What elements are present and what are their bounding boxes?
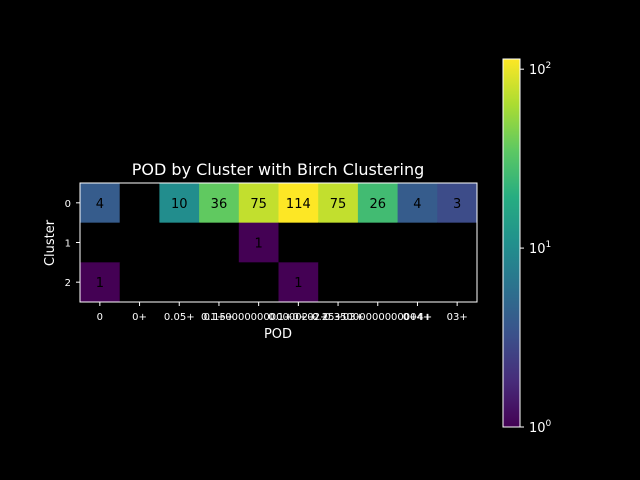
heatmap-cell (80, 183, 121, 224)
x-tick-label: 0+4+ (403, 312, 432, 323)
heatmap-cell (238, 262, 279, 303)
heatmap-cell (437, 222, 478, 263)
x-axis-label: POD (264, 327, 292, 342)
heatmap-cell (357, 222, 399, 263)
colorbar-ticks: 100 101 102 (520, 61, 552, 436)
heatmap-cell (238, 222, 279, 263)
heatmap-cell-label: 1 (96, 276, 104, 291)
y-tick-label: 0 (65, 199, 71, 210)
heatmap-cell (119, 183, 160, 224)
heatmap-cell-label: 1 (294, 276, 302, 291)
heatmap-cell (199, 262, 240, 303)
heatmap-cell-label: 3 (453, 197, 461, 212)
heatmap-cell (437, 183, 478, 224)
x-tick-label: 0.05+ (164, 312, 195, 323)
y-axis-label: Cluster (43, 219, 58, 266)
heatmap-cell (357, 262, 399, 303)
heatmap-cell-label: 75 (330, 197, 347, 212)
heatmap-cell (397, 222, 438, 263)
x-tick-label: 0.15+ (204, 312, 235, 323)
x-tick-label: 03+ (447, 312, 468, 323)
heatmap-cell-label: 4 (96, 197, 104, 212)
colorbar-tick-label: 101 (529, 240, 551, 257)
heatmap-cell (199, 183, 240, 224)
heatmap-cell-label: 114 (286, 197, 311, 212)
heatmap-cell (397, 262, 438, 303)
heatmap-cell (199, 222, 240, 263)
heatmap-cell (278, 262, 319, 303)
colorbar-tick-label: 100 (529, 419, 552, 436)
x-tick-label: 0.1+0000000000002+ (201, 312, 316, 323)
heatmap-cell (159, 183, 200, 224)
x-tick-label: 0.25+03+ (312, 312, 364, 323)
x-tick-label: 0.1+0+02+ (268, 312, 328, 323)
heatmap-cell (238, 183, 279, 224)
heatmap-cell (80, 262, 121, 303)
heatmap-cell (318, 222, 359, 263)
x-tick-label: 0.35000000000004+ (324, 312, 431, 323)
heatmap-cell-label: 4 (413, 197, 421, 212)
heatmap-cell (318, 183, 359, 224)
x-axis-ticks: 0 0+ 0.05+ 0.15+0.1+0000000000002+0.1+0+02+… (97, 302, 468, 323)
heatmap-cells: 4 10 36 75 114 75 26 4 3 1 1 1 (80, 183, 478, 303)
heatmap-cell (437, 262, 478, 303)
colorbar: 100 101 102 (502, 58, 552, 436)
colorbar-frame (502, 58, 521, 428)
y-tick-label: 1 (65, 239, 71, 250)
heatmap-cell-label: 1 (255, 237, 263, 252)
heatmap-cell (397, 183, 438, 224)
heatmap-cell-label: 75 (250, 197, 267, 212)
heatmap-cell-label: 26 (369, 197, 386, 212)
colorbar-gradient (503, 59, 520, 427)
heatmap-cell (318, 262, 359, 303)
y-axis-ticks: 0 1 2 (65, 199, 80, 289)
heatmap-cell (278, 222, 319, 263)
chart-title: POD by Cluster with Birch Clustering (132, 160, 424, 179)
heatmap-cell (159, 222, 200, 263)
heatmap-cell (159, 262, 200, 303)
heatmap-cell (357, 183, 399, 224)
x-tick-label: 0 (97, 312, 103, 323)
heatmap-cell (119, 222, 160, 263)
heatmap-cell (80, 222, 121, 263)
heatmap-cell-label: 36 (211, 197, 228, 212)
colorbar-tick-label: 102 (529, 61, 551, 78)
heatmap-cell (278, 183, 319, 224)
y-tick-label: 2 (65, 278, 71, 289)
x-tick-label: 0+ (132, 312, 147, 323)
heatmap-cell (119, 262, 160, 303)
heatmap-cell-label: 10 (171, 197, 188, 212)
